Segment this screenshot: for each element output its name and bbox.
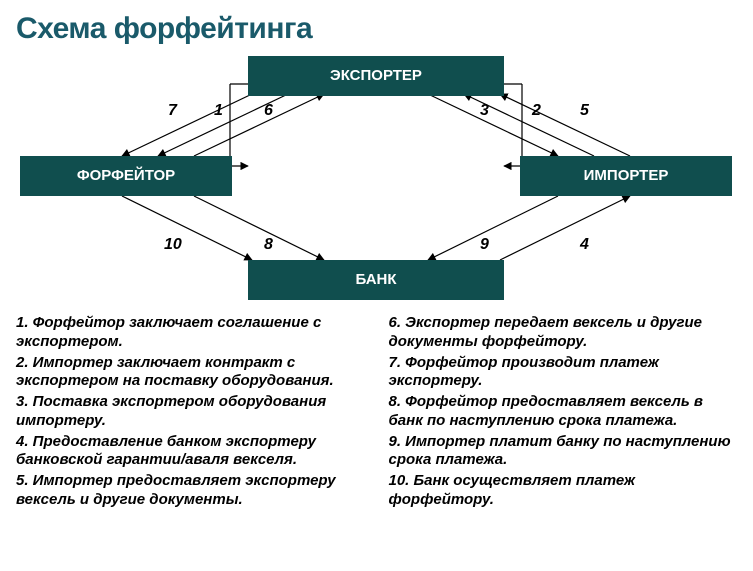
edge-label-4: 4 bbox=[580, 236, 589, 254]
edge-label-3: 3 bbox=[480, 102, 489, 120]
legend-item-5: 5. Импортер предоставляет экспортеру век… bbox=[16, 472, 365, 510]
legend-item-1: 1. Форфейтор заключает соглашение с эксп… bbox=[16, 314, 365, 352]
legend-column-right: 6. Экспортер передает вексель и другие д… bbox=[389, 314, 738, 512]
edge-label-5: 5 bbox=[580, 102, 589, 120]
legend-column-left: 1. Форфейтор заключает соглашение с эксп… bbox=[16, 314, 365, 512]
legend-item-4: 4. Предоставление банком экспортеру банк… bbox=[16, 433, 365, 471]
node-bank: БАНК bbox=[248, 260, 504, 300]
legend-item-3: 3. Поставка экспортером оборудования имп… bbox=[16, 393, 365, 431]
edge-label-2: 2 bbox=[532, 102, 541, 120]
legend-item-10: 10. Банк осуществляет платеж форфейтору. bbox=[389, 472, 738, 510]
edge-label-7: 7 bbox=[168, 102, 177, 120]
edge-label-9: 9 bbox=[480, 236, 489, 254]
edge-label-8: 8 bbox=[264, 236, 273, 254]
legend-item-8: 8. Форфейтор предоставляет вексель в бан… bbox=[389, 393, 738, 431]
legend-item-6: 6. Экспортер передает вексель и другие д… bbox=[389, 314, 738, 352]
node-forfaiter: ФОРФЕЙТОР bbox=[20, 156, 232, 196]
edge-label-6: 6 bbox=[264, 102, 273, 120]
legend-item-2: 2. Импортер заключает контракт с экспорт… bbox=[16, 354, 365, 392]
forfaiting-diagram: ЭКСПОРТЕР ФОРФЕЙТОР ИМПОРТЕР БАНК 7 1 6 3 2 5 10 8 9… bbox=[16, 52, 736, 306]
node-exporter: ЭКСПОРТЕР bbox=[248, 56, 504, 96]
node-importer: ИМПОРТЕР bbox=[520, 156, 732, 196]
edge-label-10: 10 bbox=[164, 236, 182, 254]
page-title: Схема форфейтинга bbox=[16, 12, 737, 46]
edge-label-1: 1 bbox=[214, 102, 223, 120]
legend-item-9: 9. Импортер платит банку по наступлению … bbox=[389, 433, 738, 471]
legend-item-7: 7. Форфейтор производит платеж экспортер… bbox=[389, 354, 738, 392]
legend: 1. Форфейтор заключает соглашение с эксп… bbox=[16, 314, 737, 512]
